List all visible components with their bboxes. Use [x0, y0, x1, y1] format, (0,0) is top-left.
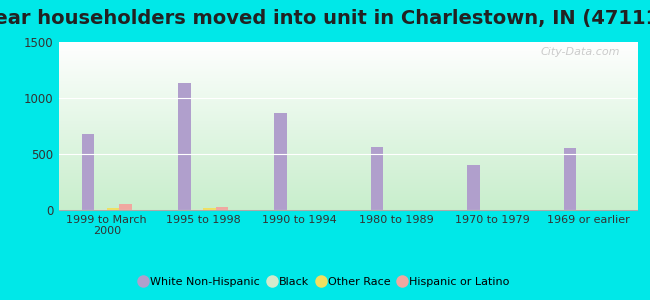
- Legend: White Non-Hispanic, Black, Other Race, Hispanic or Latino: White Non-Hispanic, Black, Other Race, H…: [136, 273, 514, 291]
- Bar: [94, 209, 107, 210]
- Bar: [107, 208, 119, 210]
- Bar: [82, 134, 94, 210]
- Bar: [216, 207, 228, 210]
- Bar: [274, 112, 287, 210]
- Bar: [371, 147, 384, 210]
- Bar: [467, 165, 480, 210]
- Bar: [564, 148, 577, 210]
- Text: Year householders moved into unit in Charlestown, IN (47111): Year householders moved into unit in Cha…: [0, 9, 650, 28]
- Text: City-Data.com: City-Data.com: [540, 47, 619, 57]
- Bar: [178, 83, 190, 210]
- Bar: [119, 204, 132, 210]
- Bar: [190, 209, 203, 210]
- Bar: [203, 208, 216, 210]
- Bar: [577, 209, 589, 210]
